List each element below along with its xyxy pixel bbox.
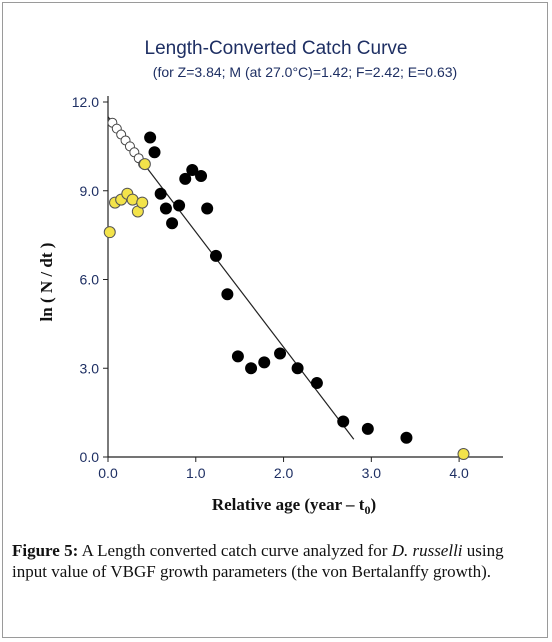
x-axis-label-main: Relative age (year – t	[212, 495, 365, 514]
y-tick-label: 3.0	[80, 360, 100, 376]
figure-frame	[2, 2, 548, 638]
catch-point-black	[274, 347, 287, 360]
caption-text-1: A Length converted catch curve analyzed …	[78, 541, 392, 560]
catch-point-yellow	[138, 158, 151, 171]
catch-point-yellow	[457, 448, 470, 461]
catch-point-black	[195, 169, 208, 182]
x-tick-label: 2.0	[274, 465, 294, 481]
catch-point-black	[201, 202, 214, 215]
catch-point-black	[221, 288, 234, 301]
y-tick-label: 12.0	[72, 94, 99, 110]
catch-point-black	[245, 362, 258, 375]
catch-point-black	[159, 202, 172, 215]
caption-species: D. russelli	[391, 541, 463, 560]
chart-title: Length-Converted Catch Curve	[144, 38, 408, 59]
catch-point-black	[186, 164, 199, 177]
chart-subtitle: (for Z=3.84; M (at 27.0°C)=1.42; F=2.42;…	[152, 64, 458, 80]
catch-point-black	[291, 362, 304, 375]
y-tick-label: 0.0	[80, 449, 100, 465]
x-axis-label-subscript: 0	[364, 503, 370, 517]
figure-caption: Figure 5: A Length converted catch curve…	[12, 540, 542, 582]
catch-point-black	[337, 415, 350, 428]
catch-point-yellow	[103, 226, 116, 239]
y-axis-label: ln ( N / dt )	[37, 243, 56, 322]
x-tick-label: 1.0	[186, 465, 206, 481]
catch-point-black	[144, 131, 157, 144]
catch-point-black	[258, 356, 271, 369]
catch-point-black	[310, 377, 323, 390]
catch-point-black	[166, 217, 179, 230]
x-axis-label: Relative age (year – t0)	[212, 495, 376, 517]
catch-point-black	[209, 249, 222, 262]
x-tick-label: 3.0	[362, 465, 382, 481]
x-tick-label: 0.0	[98, 465, 118, 481]
caption-figure-label: Figure 5:	[12, 541, 79, 560]
catch-point-black	[173, 199, 186, 212]
x-axis-label-close: )	[370, 495, 376, 514]
y-tick-label: 9.0	[80, 183, 100, 199]
y-tick-label: 6.0	[80, 272, 100, 288]
plot-axes	[107, 96, 503, 458]
catch-point-black	[361, 422, 374, 435]
catch-point-black	[231, 350, 244, 363]
catch-point-black	[400, 431, 413, 444]
x-tick-label: 4.0	[449, 465, 469, 481]
catch-point-black	[154, 187, 167, 200]
catch-point-yellow	[136, 196, 149, 209]
catch-point-black	[179, 172, 192, 185]
axis-ticks: 0.0 1.0 2.0 3.0 4.0 0.0 3.0 6.0 9.0 12.0	[72, 94, 469, 481]
data-points	[103, 117, 470, 461]
caption-text-2: using input value of VBGF growth paramet…	[12, 541, 504, 581]
catch-point-black	[148, 146, 161, 159]
